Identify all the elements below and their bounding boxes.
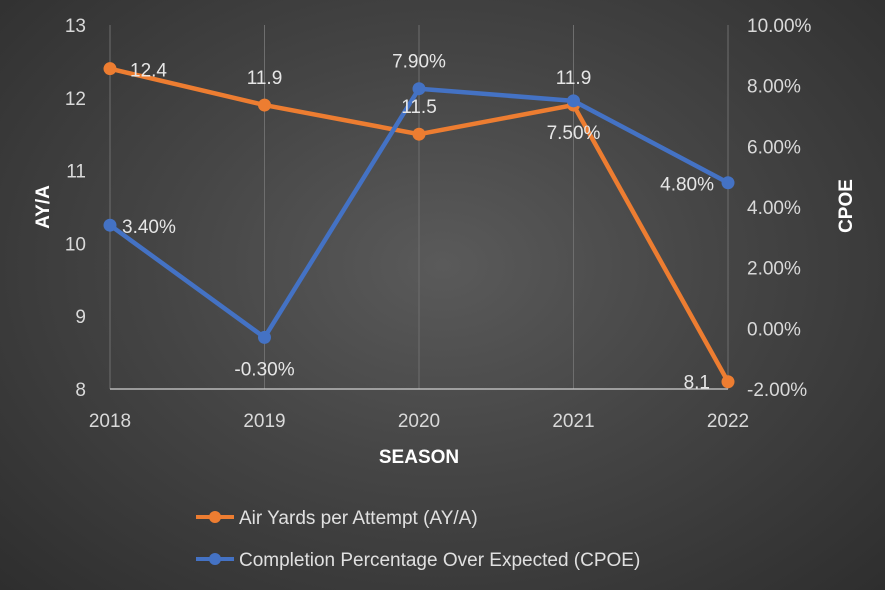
data-label-series-0: 11.9 <box>247 68 283 89</box>
x-tick-label: 2022 <box>707 411 749 432</box>
series-0-point <box>721 375 735 389</box>
legend: Air Yards per Attempt (AY/A) Completion … <box>196 508 640 571</box>
data-label-series-0: 8.1 <box>684 373 710 394</box>
right-axis-title: CPOE <box>836 179 857 233</box>
right-tick-label: 6.00% <box>747 137 801 158</box>
data-label-series-1: -0.30% <box>234 359 294 380</box>
x-tick-label: 2020 <box>398 411 440 432</box>
series-0-point <box>258 98 271 112</box>
data-label-series-1: 7.90% <box>392 52 446 73</box>
axis-ticks: 2018 2019 2020 2021 2022 8 9 10 11 12 13 -2.00% 0.00… <box>65 16 812 432</box>
left-tick-label: 9 <box>75 307 86 328</box>
series-1-point <box>258 330 271 344</box>
x-tick-label: 2021 <box>552 411 594 432</box>
legend-marker-ay-a <box>209 511 221 523</box>
legend-item-cpoe: Completion Percentage Over Expected (CPO… <box>196 550 640 571</box>
legend-label-cpoe: Completion Percentage Over Expected (CPO… <box>239 550 640 571</box>
data-label-series-1: 4.80% <box>660 175 714 196</box>
right-tick-label: -2.00% <box>747 380 807 401</box>
legend-marker-cpoe <box>209 553 221 565</box>
left-tick-label: 13 <box>65 16 86 37</box>
x-tick-label: 2019 <box>243 411 285 432</box>
series-layer <box>103 62 735 389</box>
left-tick-label: 10 <box>65 234 86 255</box>
left-tick-label: 11 <box>66 162 86 183</box>
data-label-series-0: 12.4 <box>130 61 167 82</box>
grid-lines <box>109 25 729 389</box>
series-1-point <box>412 82 426 96</box>
data-label-series-0: 11.5 <box>401 97 437 118</box>
data-labels: 12.4 11.9 11.5 11.9 8.1 3.40% -0.30% 7.90% 7.50%… <box>122 52 714 394</box>
left-tick-label: 8 <box>75 380 86 401</box>
right-tick-label: 2.00% <box>747 259 801 280</box>
series-0-point <box>103 62 117 76</box>
series-1-point <box>721 176 735 190</box>
series-0-point <box>412 127 426 141</box>
right-tick-label: 4.00% <box>747 198 801 219</box>
x-axis-title: SEASON <box>379 447 459 468</box>
right-tick-label: 0.00% <box>747 319 801 340</box>
data-label-series-0: 11.9 <box>556 68 592 89</box>
legend-item-ay-a: Air Yards per Attempt (AY/A) <box>196 508 478 529</box>
series-1-point <box>567 94 580 108</box>
legend-label-ay-a: Air Yards per Attempt (AY/A) <box>239 508 478 529</box>
left-axis-title: AY/A <box>33 185 54 229</box>
left-tick-label: 12 <box>65 89 86 110</box>
right-tick-label: 10.00% <box>747 16 812 37</box>
data-label-series-1: 3.40% <box>122 217 176 238</box>
data-label-series-1: 7.50% <box>547 123 601 144</box>
right-tick-label: 8.00% <box>747 77 801 98</box>
series-1-point <box>103 218 117 232</box>
x-tick-label: 2018 <box>89 411 131 432</box>
